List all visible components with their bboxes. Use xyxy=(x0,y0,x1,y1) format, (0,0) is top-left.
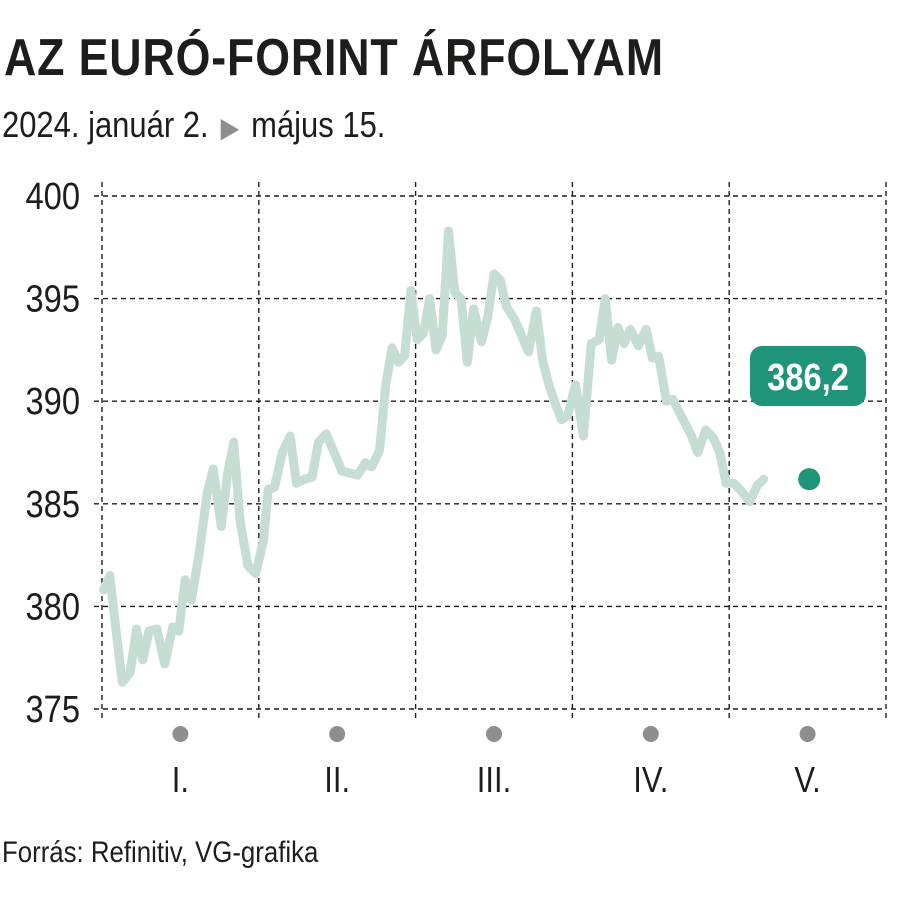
series-line xyxy=(99,226,769,687)
y-tick-label: 380 xyxy=(25,585,80,628)
last-value-dot xyxy=(798,468,821,491)
y-tick-label: 375 xyxy=(25,688,80,731)
y-tick-label: 390 xyxy=(25,380,80,423)
month-label: V. xyxy=(794,761,820,801)
month-dot xyxy=(799,726,816,742)
month-dot xyxy=(486,726,502,742)
month-label: III. xyxy=(477,761,511,801)
month-dot xyxy=(172,726,189,742)
chart-subtitle: 2024. január 2. ▶ május 15. xyxy=(2,104,385,146)
source-note: Forrás: Refinitiv, VG-grafika xyxy=(2,836,319,869)
chart-title: AZ EURÓ-FORINT ÁRFOLYAM xyxy=(4,29,664,87)
month-label: II. xyxy=(324,761,350,801)
month-label: I. xyxy=(172,761,189,801)
play-arrow-icon: ▶ xyxy=(220,112,240,143)
last-value-badge xyxy=(750,346,866,406)
y-tick-label: 385 xyxy=(25,482,80,525)
y-tick-label: 400 xyxy=(25,175,80,218)
date-range-end: május 15. xyxy=(251,104,386,145)
last-value-label: 386,2 xyxy=(767,356,849,399)
y-tick-label: 395 xyxy=(25,277,80,320)
month-dot xyxy=(329,726,346,742)
month-label: IV. xyxy=(633,761,668,801)
date-range-start: 2024. január 2. xyxy=(2,104,209,145)
month-dot xyxy=(642,726,659,742)
